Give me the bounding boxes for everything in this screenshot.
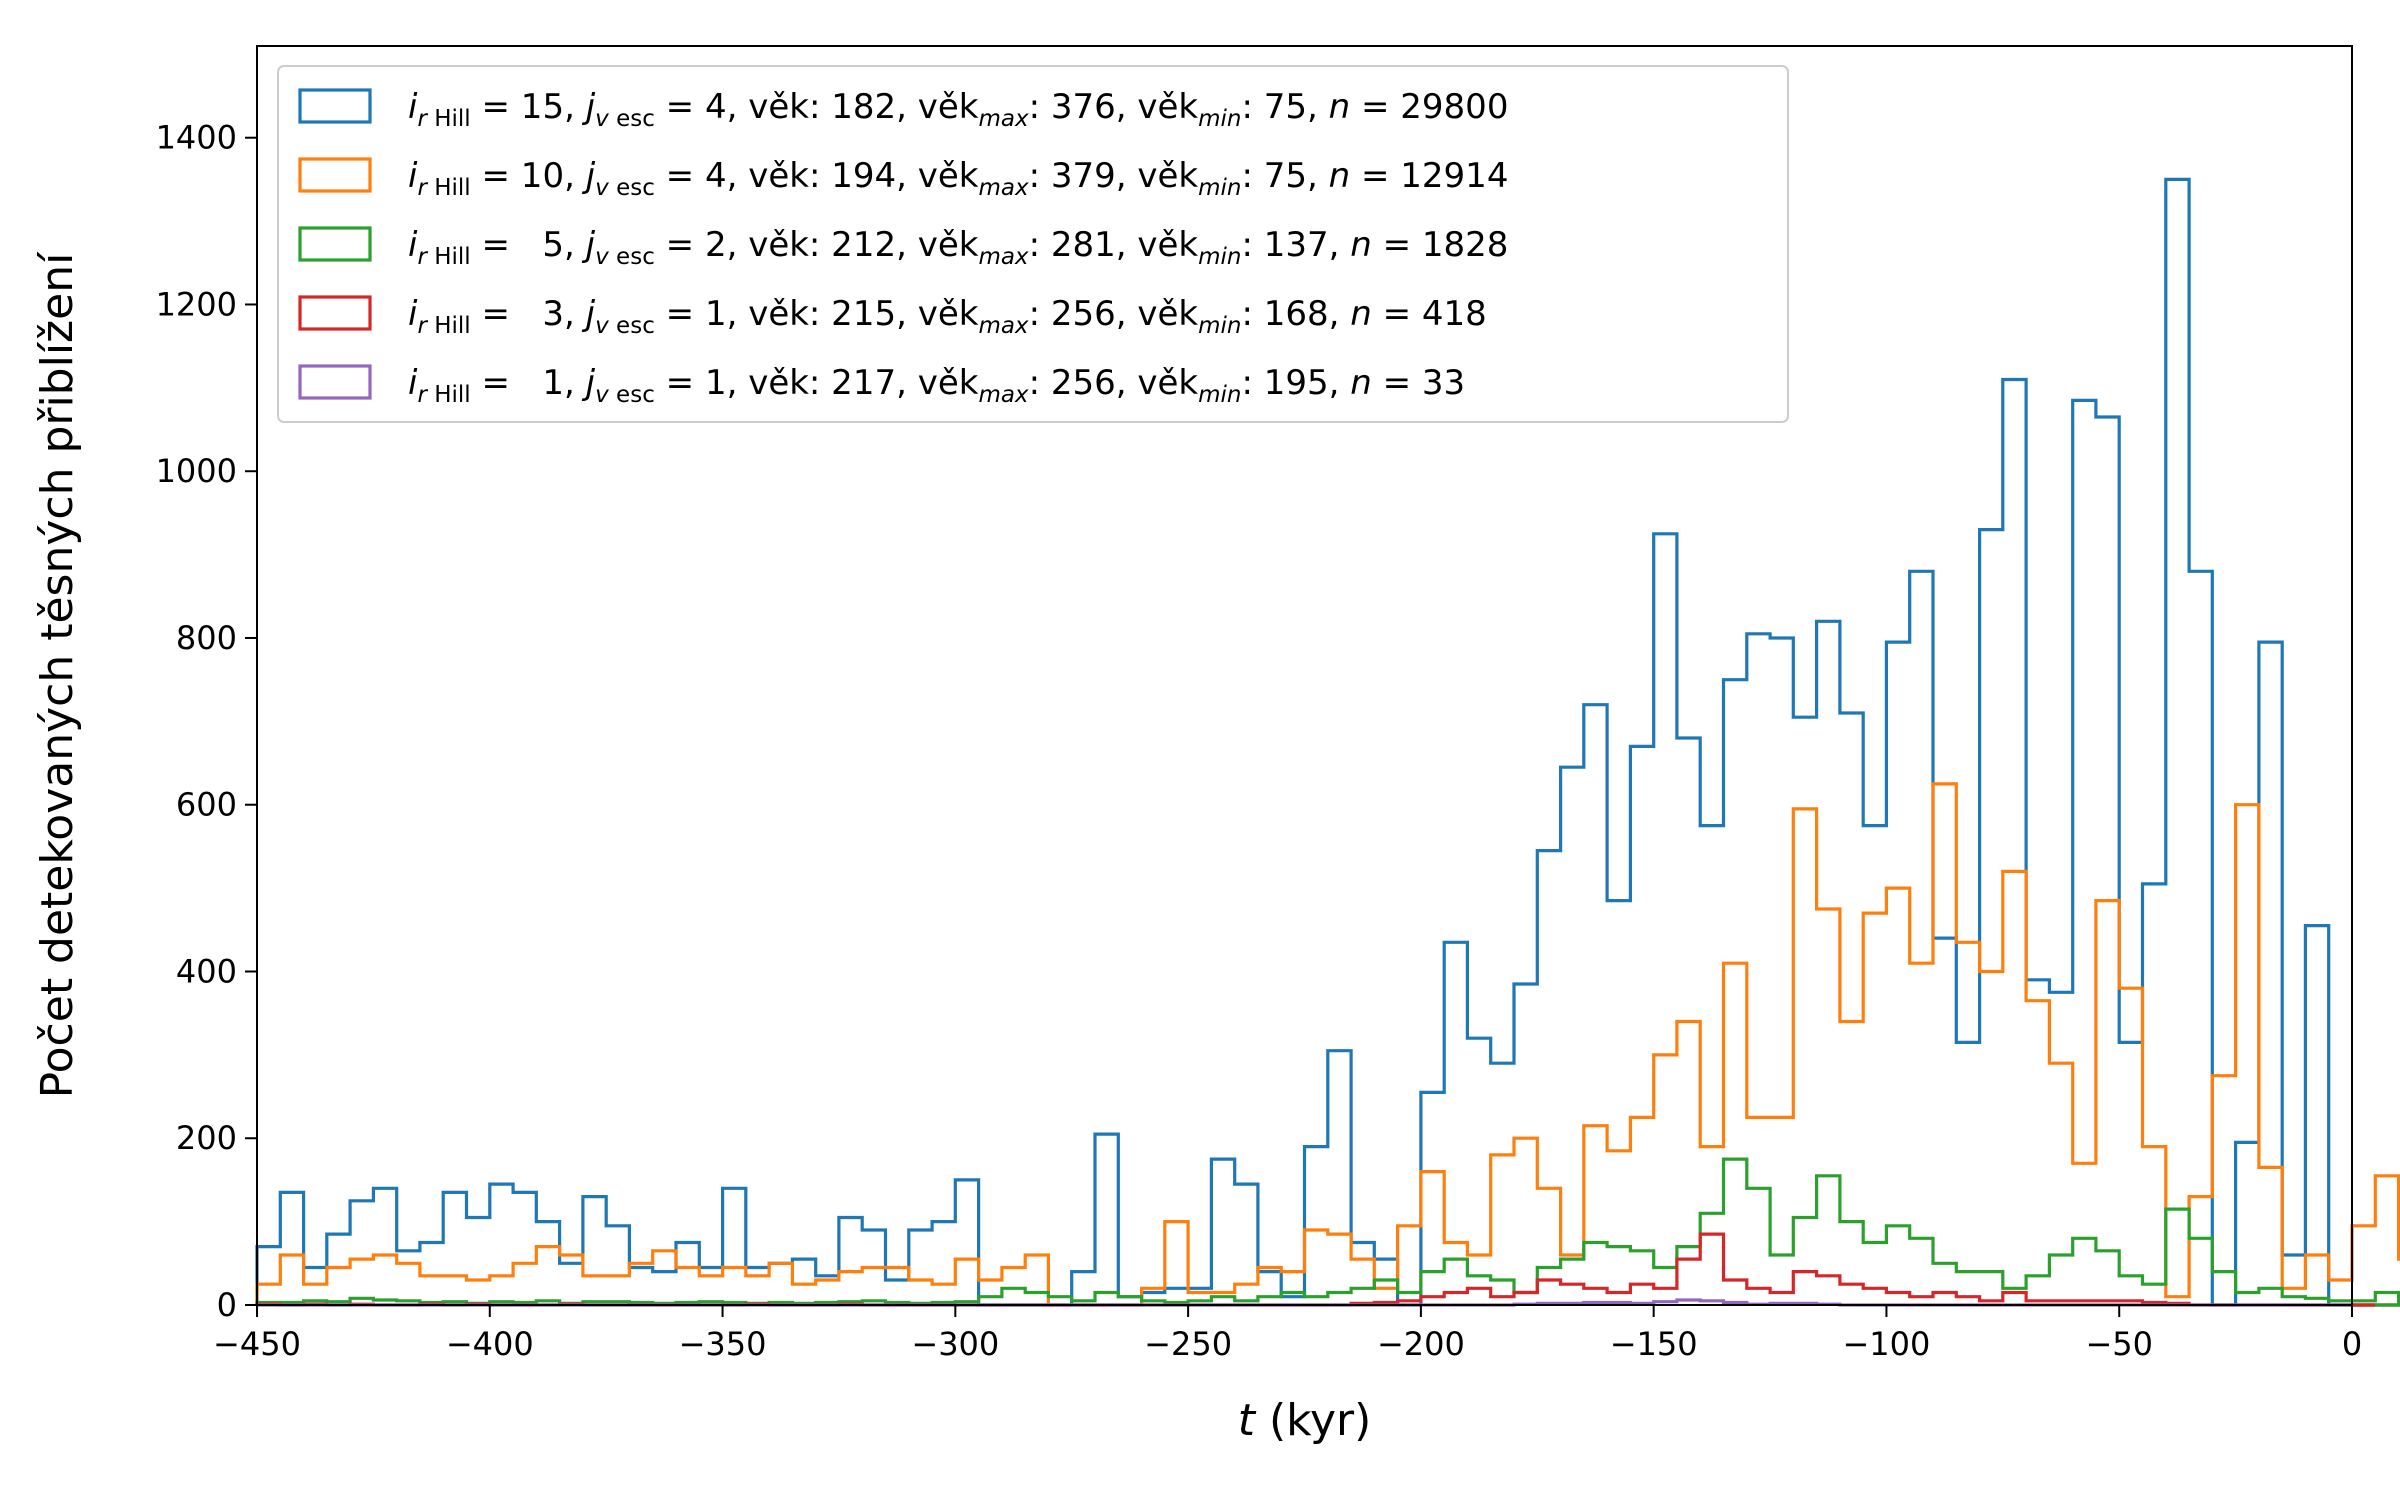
y-tick-label: 400 bbox=[176, 952, 237, 990]
x-tick-label: −450 bbox=[213, 1325, 301, 1363]
y-tick-label: 1000 bbox=[156, 452, 237, 490]
y-tick-label: 200 bbox=[176, 1119, 237, 1157]
legend-handle bbox=[298, 364, 372, 400]
y-tick-label: 1400 bbox=[156, 119, 237, 157]
legend-entry-label: ir Hill = 5, jv esc = 2, věk: 212, věkma… bbox=[408, 225, 1508, 270]
legend-entry-label: ir Hill = 1, jv esc = 1, věk: 217, věkma… bbox=[408, 363, 1465, 408]
y-tick-label: 800 bbox=[176, 619, 237, 657]
legend-handle bbox=[298, 295, 372, 331]
x-tick-label: −100 bbox=[1842, 1325, 1930, 1363]
legend: ir Hill = 15, jv esc = 4, věk: 182, věkm… bbox=[277, 65, 1789, 423]
x-tick-label: −50 bbox=[2085, 1325, 2153, 1363]
y-tick-label: 1200 bbox=[156, 285, 237, 323]
legend-handle bbox=[298, 88, 372, 124]
x-axis-label: t (kyr) bbox=[1238, 1395, 1372, 1446]
x-tick-label: 0 bbox=[2342, 1325, 2362, 1363]
x-tick-label: −200 bbox=[1377, 1325, 1465, 1363]
x-axis-variable: t bbox=[1238, 1395, 1257, 1446]
axes-frame bbox=[256, 45, 2353, 1306]
x-tick-label: −300 bbox=[911, 1325, 999, 1363]
y-tick-label: 0 bbox=[217, 1286, 237, 1324]
legend-handle bbox=[298, 226, 372, 262]
x-tick-label: −400 bbox=[446, 1325, 534, 1363]
x-tick-label: −250 bbox=[1144, 1325, 1232, 1363]
ticks-layer: −450 −400 −350 −300 −250 −200 −150 −100 −50 0 0 200… bbox=[156, 119, 2363, 1363]
legend-entry-label: ir Hill = 3, jv esc = 1, věk: 215, věkma… bbox=[408, 294, 1487, 339]
x-axis-unit: (kyr) bbox=[1255, 1395, 1371, 1446]
series-4-histogram bbox=[255, 1232, 2376, 1307]
x-tick-label: −150 bbox=[1610, 1325, 1698, 1363]
legend-handle bbox=[298, 157, 372, 193]
series-3-histogram bbox=[255, 1157, 2400, 1307]
series-2-histogram bbox=[255, 782, 2400, 1307]
x-tick-label: −350 bbox=[679, 1325, 767, 1363]
y-axis-label: Počet detekovaných těsných přiblížení bbox=[32, 251, 83, 1098]
y-tick-label: 600 bbox=[176, 786, 237, 824]
legend-box bbox=[277, 65, 1789, 423]
legend-entry-label: ir Hill = 15, jv esc = 4, věk: 182, věkm… bbox=[408, 87, 1508, 132]
legend-entry-label: ir Hill = 10, jv esc = 4, věk: 194, věkm… bbox=[408, 156, 1508, 201]
